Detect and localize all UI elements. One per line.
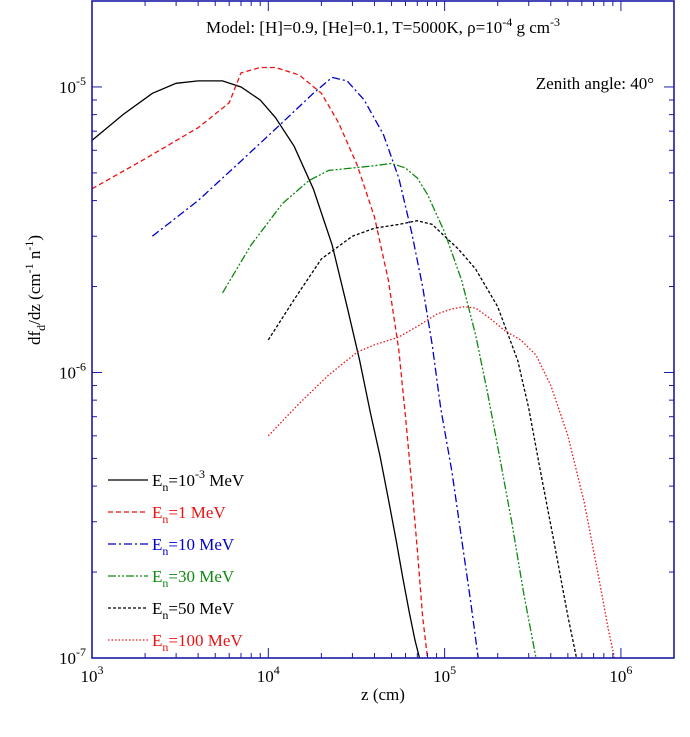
x-axis-label: z (cm) [361, 685, 405, 704]
y-tick-label: 10-5 [59, 74, 86, 97]
series-line-6 [267, 306, 616, 658]
chart-title: Model: [H]=0.9, [He]=0.1, T=5000K, ρ=10-… [206, 15, 560, 37]
zenith-annotation: Zenith angle: 40° [536, 74, 654, 93]
legend-label-5: En=50 MeV [152, 599, 235, 622]
plot-frame [91, 0, 675, 659]
series-line-4 [221, 162, 537, 658]
x-tick-label: 103 [81, 663, 104, 686]
y-tick-label: 10-6 [59, 359, 86, 382]
x-tick-label: 105 [433, 663, 456, 686]
series-layer [92, 66, 616, 658]
series-line-1 [92, 80, 421, 658]
legend: En=10-3 MeV En=1 MeV En=10 MeV En=30 MeV En=… [108, 467, 245, 654]
y-axis-label: dfd/dz (cm-1 n-1) [22, 235, 48, 345]
series-line-2 [92, 66, 429, 658]
legend-label-1: En=10-3 MeV [152, 467, 245, 494]
tick-layer: 103 104 105 106 10-5 10-6 10-7 [59, 0, 675, 686]
legend-label-3: En=10 MeV [152, 535, 235, 558]
series-line-3 [152, 76, 479, 658]
series-line-5 [267, 220, 578, 658]
legend-label-6: En=100 MeV [152, 631, 243, 654]
y-tick-label: 10-7 [59, 645, 86, 668]
legend-label-4: En=30 MeV [152, 567, 235, 590]
legend-label-2: En=1 MeV [152, 503, 226, 526]
x-tick-label: 104 [257, 663, 280, 686]
x-tick-label: 106 [609, 663, 632, 686]
